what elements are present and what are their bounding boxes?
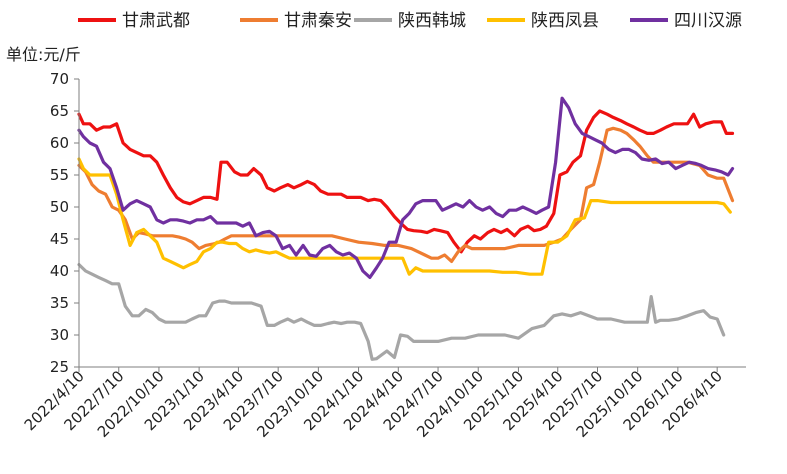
y-axis-ticks: 25 30 35 40 45 50 55 60 65 70: [50, 70, 79, 376]
y-tick-label: 30: [50, 326, 69, 344]
legend-item-4: 陕西凤县: [487, 11, 599, 31]
series-line-1: [77, 109, 735, 254]
y-tick-label: 65: [50, 102, 69, 120]
legend-label: 甘肃武都: [122, 11, 190, 31]
legend-item-5: 四川汉源: [630, 11, 742, 31]
legend: 甘肃武都 甘肃秦安 陕西韩城 陕西凤县 四川汉源: [78, 11, 742, 31]
series-line-3: [77, 263, 726, 361]
x-axis-ticks: 2022/4/102022/7/102022/10/102023/1/10202…: [21, 367, 726, 441]
series-line-2: [77, 126, 735, 263]
series-line-4: [77, 157, 732, 276]
y-tick-label: 35: [50, 294, 69, 312]
series-layer: [77, 96, 735, 361]
legend-item-1: 甘肃武都: [78, 11, 190, 31]
legend-label: 四川汉源: [674, 11, 742, 31]
y-tick-label: 25: [50, 358, 69, 376]
y-tick-label: 55: [50, 166, 69, 184]
y-tick-label: 45: [50, 230, 69, 248]
y-tick-label: 50: [50, 198, 69, 216]
y-tick-label: 70: [50, 70, 69, 88]
legend-item-3: 陕西韩城: [354, 11, 466, 31]
legend-label: 陕西韩城: [398, 11, 466, 31]
y-tick-label: 40: [50, 262, 69, 280]
legend-label: 陕西凤县: [531, 11, 599, 31]
y-axis-unit-label: 单位:元/斤: [6, 45, 81, 64]
y-tick-label: 60: [50, 134, 69, 152]
series-line-5: [77, 96, 735, 279]
legend-item-2: 甘肃秦安: [240, 11, 352, 31]
legend-label: 甘肃秦安: [284, 11, 352, 31]
